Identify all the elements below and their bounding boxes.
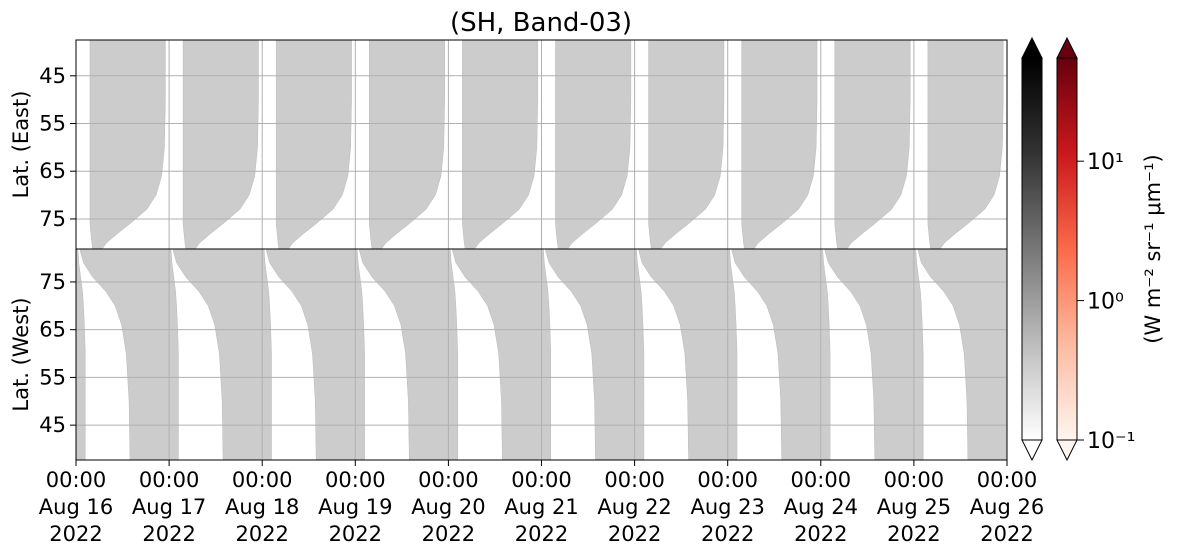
swath [824,249,924,460]
colorbar [1021,57,1043,441]
x-tick-label: 00:00 Aug 24 2022 [784,468,858,546]
swath [358,249,458,460]
y-axis-label: Lat. (East) [9,91,33,199]
swath [172,249,272,460]
swath [182,40,259,249]
x-tick-label: 00:00 Aug 21 2022 [504,468,578,546]
y-tick-label: 75 [39,270,66,294]
colorbar-extend-min [1021,439,1043,462]
y-tick-label: 75 [39,207,66,231]
colorbar-tick-label: 10⁻¹ [1087,429,1135,454]
x-tick-label: 00:00 Aug 26 2022 [970,468,1044,546]
swath [89,40,166,249]
swath [265,249,365,460]
swath [638,249,738,460]
colorbar-tick-label: 10⁰ [1087,290,1124,315]
swath [79,249,179,460]
x-tick-label: 00:00 Aug 18 2022 [225,468,299,546]
x-tick-label: 00:00 Aug 22 2022 [597,468,671,546]
swath [76,249,86,460]
swath [555,40,632,249]
swath [451,249,552,460]
x-tick-label: 00:00 Aug 17 2022 [132,468,206,546]
x-tick-label: 00:00 Aug 16 2022 [39,468,113,546]
swath [927,40,1004,249]
y-tick-label: 55 [39,365,66,389]
swath [741,40,818,249]
x-tick-label: 00:00 Aug 23 2022 [690,468,764,546]
colorbar [1056,57,1078,441]
panel-data [76,249,1007,460]
panel-data [89,40,1004,249]
y-axis-label: Lat. (West) [9,297,33,411]
colorbar-tick-label: 10¹ [1087,150,1124,175]
swath [648,40,725,249]
swath [834,40,911,249]
x-tick-label: 00:00 Aug 25 2022 [877,468,951,546]
x-tick-label: 00:00 Aug 20 2022 [411,468,485,546]
swath [544,249,645,460]
colorbar-extend-min [1056,439,1078,462]
swath [369,40,445,249]
colorbar-extend-max [1056,36,1078,59]
chart-title: (SH, Band-03) [450,8,632,38]
swath [731,249,831,460]
x-tick-label: 00:00 Aug 19 2022 [318,468,392,546]
colorbar-label: (W m⁻² sr⁻¹ μm⁻¹) [1141,154,1165,344]
swath [917,249,1007,460]
swath [462,40,539,249]
y-tick-label: 65 [39,318,66,342]
y-tick-label: 45 [39,64,66,88]
y-tick-label: 55 [39,112,66,136]
swath [275,40,352,249]
y-tick-label: 65 [39,159,66,183]
colorbar-extend-max [1021,36,1043,59]
y-tick-label: 45 [39,413,66,437]
